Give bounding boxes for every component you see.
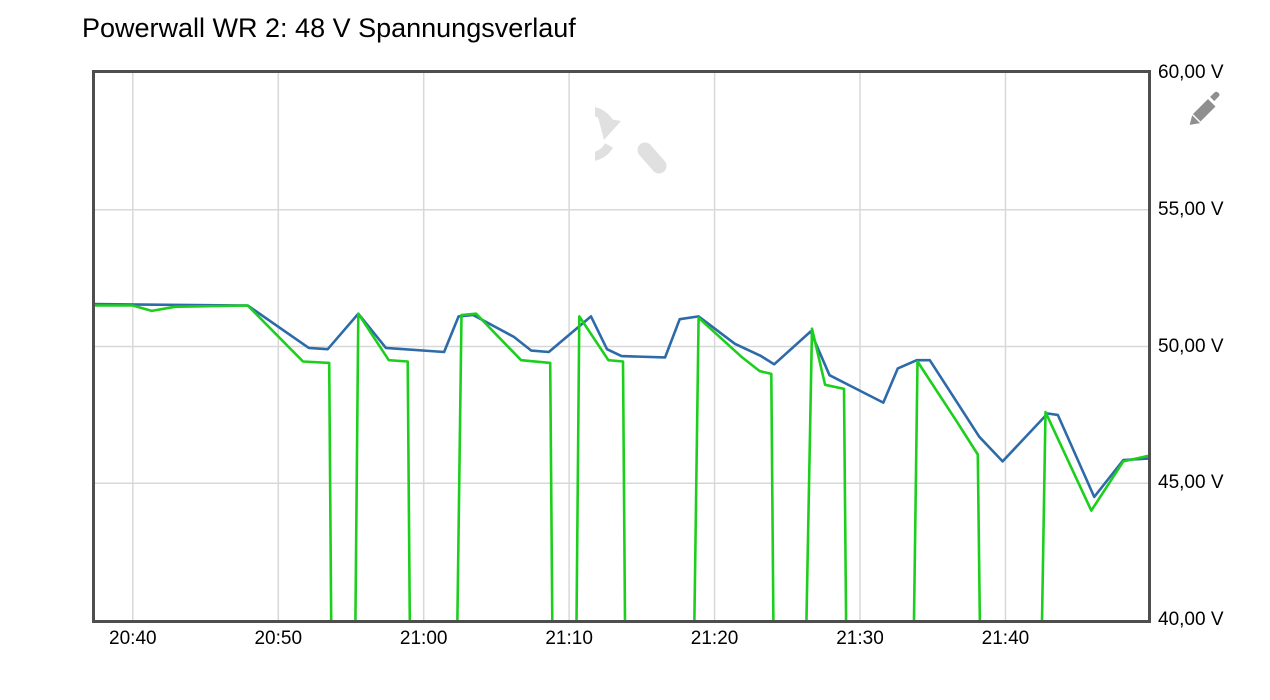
reset-zoom-magnifier-icon [561,106,667,174]
reset-zoom-icon[interactable] [561,98,671,180]
x-axis-tick-label: 21:40 [981,628,1030,649]
x-axis-tick-label: 21:00 [399,628,448,649]
x-axis-tick-label: 21:20 [690,628,739,649]
x-axis-tick-label: 20:50 [254,628,303,649]
x-axis-tick-label: 21:30 [836,628,884,649]
chart-title: Powerwall WR 2: 48 V Spannungsverlauf [82,13,576,43]
y-axis-tick-label: 45,00 V [1158,472,1224,494]
edit-icon[interactable] [1188,83,1223,130]
series-line-green [95,304,1148,620]
x-axis-tick-label: 21:10 [545,628,593,649]
y-axis-tick-label: 60,00 V [1158,62,1224,83]
y-axis-tick-label: 50,00 V [1158,335,1224,357]
y-axis-tick-label: 40,00 V [1158,609,1224,630]
plot-canvas [95,73,1148,620]
series-line-blue [95,302,1148,499]
plot-area[interactable] [92,70,1151,623]
x-axis-tick-label: 20:40 [109,628,157,649]
y-axis-tick-label: 55,00 V [1158,198,1224,220]
pencil-icon [1189,91,1220,125]
